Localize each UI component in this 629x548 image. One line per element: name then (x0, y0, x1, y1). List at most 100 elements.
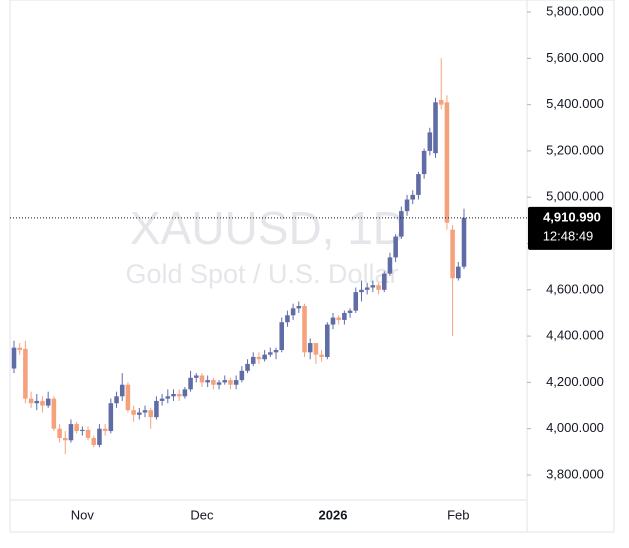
y-tick-label: 5,200.000 (546, 142, 604, 157)
candle-body (381, 273, 387, 290)
candle-body (302, 306, 307, 353)
candle-body (404, 199, 410, 212)
candle-body (330, 317, 336, 325)
last-price-label: 4,910.990 (543, 209, 601, 224)
candle-body (456, 266, 461, 279)
candle-body (444, 102, 450, 223)
candle-body (359, 289, 364, 293)
candle-body (461, 217, 467, 267)
candle-body (91, 437, 97, 445)
candle-body (51, 398, 57, 429)
y-tick-label: 5,800.000 (546, 3, 604, 18)
candle-body (97, 428, 102, 445)
candle-body (410, 194, 416, 200)
candle-body (40, 400, 45, 406)
candle-body (370, 285, 376, 288)
candle-body (222, 380, 228, 383)
y-tick-label: 5,600.000 (546, 50, 604, 65)
candle-body (393, 236, 398, 258)
candle-body (342, 312, 347, 320)
candle-body (205, 380, 210, 383)
candle-body (119, 384, 125, 397)
candle-body (273, 350, 279, 353)
y-tick-label: 4,200.000 (546, 374, 604, 389)
candle-body (228, 380, 233, 385)
candle-body (376, 285, 381, 290)
candle-body (131, 410, 136, 415)
candle-body (421, 150, 427, 175)
candle-body (199, 375, 205, 383)
watermark-description: Gold Spot / U.S. Dollar (125, 259, 398, 289)
candle-body (142, 410, 148, 413)
y-tick-label: 5,400.000 (546, 96, 604, 111)
x-tick-label: 2026 (319, 507, 348, 522)
candle-body (23, 348, 28, 399)
candle-body (137, 412, 142, 415)
candle-body (176, 393, 182, 397)
candle-body (159, 398, 165, 401)
candle-body (290, 308, 296, 316)
watermark-symbol: XAUUSD, 1D (130, 202, 406, 254)
candle-body (171, 393, 176, 397)
x-tick-label: Dec (190, 507, 214, 522)
candle-body (347, 310, 353, 313)
frame (9, 0, 615, 533)
candle-body (427, 132, 433, 151)
candle-body (438, 100, 444, 105)
x-tick-label: Nov (71, 507, 95, 522)
bar-countdown: 12:48:49 (543, 228, 594, 243)
candle-body (74, 424, 79, 432)
candle-body (256, 356, 262, 360)
candle-body (233, 380, 239, 385)
candle-body (268, 352, 273, 355)
candle-body (313, 343, 319, 355)
y-tick-label: 4,600.000 (546, 281, 604, 296)
candle-body (399, 211, 404, 237)
candle-body (188, 377, 193, 390)
x-tick-label: Feb (447, 507, 469, 522)
candle-body (165, 396, 171, 399)
candle-body (11, 347, 17, 369)
candle-body (285, 315, 290, 323)
candle-body (211, 380, 216, 385)
candle-body (154, 400, 159, 418)
candle-body (262, 354, 267, 360)
candle-body (80, 429, 85, 432)
last-price-box (528, 206, 612, 250)
candle-body (85, 429, 91, 438)
candle-body (325, 324, 330, 357)
candle-body (108, 403, 114, 432)
candle-body (353, 292, 359, 311)
candle-body (62, 437, 68, 441)
candle-body (336, 317, 341, 320)
candle-body (433, 102, 438, 154)
candle-body (387, 257, 393, 274)
candle-body (296, 306, 302, 309)
candle-body (28, 398, 34, 404)
candle-body (245, 363, 250, 371)
candle-body (307, 343, 313, 353)
candle-body (68, 424, 74, 441)
candle-body (125, 384, 131, 411)
candle-body (114, 396, 119, 404)
candle-body (239, 370, 245, 381)
candle-body (57, 428, 62, 438)
y-tick-label: 4,000.000 (546, 420, 604, 435)
candle-body (182, 389, 188, 397)
candle-body (17, 347, 22, 350)
candle-body (34, 400, 40, 404)
candle-body (194, 375, 199, 378)
candle-body (148, 410, 153, 418)
candle-body (279, 322, 284, 350)
y-tick-label: 5,000.000 (546, 189, 604, 204)
candle-body (250, 356, 256, 364)
candle-body (45, 398, 51, 406)
candle-body (450, 229, 455, 279)
candle-body (319, 354, 324, 357)
candle-body (102, 428, 108, 432)
candle-body (416, 174, 421, 195)
y-tick-label: 3,800.000 (546, 466, 604, 481)
y-tick-label: 4,400.000 (546, 328, 604, 343)
